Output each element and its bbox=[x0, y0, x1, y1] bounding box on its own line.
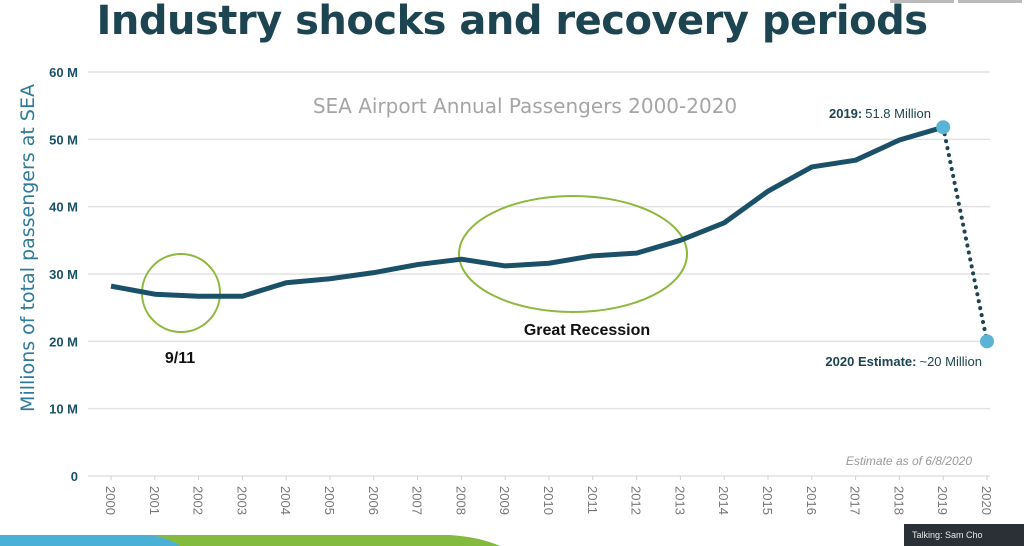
x-tick-label: 2013 bbox=[672, 486, 687, 515]
label-2020: 2020 Estimate: ~20 Million bbox=[825, 354, 982, 369]
x-tick-label: 2017 bbox=[848, 486, 863, 515]
passenger-line bbox=[110, 124, 944, 299]
y-tick-label: 0 bbox=[71, 469, 78, 484]
estimate-dotted-line bbox=[941, 125, 989, 344]
y-tick-label: 20 M bbox=[49, 334, 78, 349]
x-tick-label: 2005 bbox=[322, 486, 337, 515]
label-2019-value: 51.8 Million bbox=[865, 106, 931, 121]
x-tick-label: 2003 bbox=[234, 486, 249, 515]
y-tick-label: 50 M bbox=[49, 132, 78, 147]
label-2019: 2019: 51.8 Million bbox=[829, 106, 931, 121]
y-tick-label: 60 M bbox=[49, 65, 78, 80]
point-2020 bbox=[980, 334, 994, 349]
label-2020-value: ~20 Million bbox=[919, 354, 982, 369]
window-control bbox=[958, 0, 1022, 3]
y-axis-label: Millions of total passengers at SEA bbox=[17, 84, 39, 412]
slide-title: Industry shocks and recovery periods bbox=[96, 0, 928, 44]
talking-indicator: Talking: Sam Cho bbox=[904, 524, 1024, 546]
x-tick-label: 2019 bbox=[935, 486, 950, 515]
x-tick-label: 2020 bbox=[979, 486, 994, 515]
x-tick-label: 2014 bbox=[716, 486, 731, 515]
window-control bbox=[890, 0, 954, 3]
recession-label: Great Recession bbox=[524, 322, 650, 339]
x-tick-label: 2018 bbox=[891, 486, 906, 515]
y-tick-label: 40 M bbox=[49, 200, 78, 215]
point-2019 bbox=[936, 120, 951, 135]
x-tick-label: 2001 bbox=[147, 486, 162, 515]
label-2019-year: 2019: bbox=[829, 106, 862, 121]
x-tick-label: 2006 bbox=[366, 486, 381, 515]
x-tick-label: 2015 bbox=[760, 486, 775, 515]
x-tick-label: 2008 bbox=[453, 486, 468, 515]
label-2020-year: 2020 Estimate: bbox=[825, 354, 916, 369]
x-tick-label: 2011 bbox=[585, 486, 600, 514]
footnote: Estimate as of 6/8/2020 bbox=[846, 454, 972, 468]
x-tick-label: 2016 bbox=[804, 486, 819, 515]
y-tick-label: 30 M bbox=[49, 267, 78, 282]
x-tick-label: 2009 bbox=[497, 486, 512, 515]
x-tick-label: 2002 bbox=[191, 486, 206, 515]
footer-blue-band bbox=[0, 535, 200, 546]
x-tick-label: 2010 bbox=[541, 486, 556, 515]
recession-highlight-circle bbox=[458, 195, 688, 313]
x-tick-label: 2007 bbox=[410, 486, 425, 515]
911-label: 9/11 bbox=[165, 350, 195, 367]
x-tick-label: 2012 bbox=[629, 486, 644, 515]
y-tick-label: 10 M bbox=[49, 402, 78, 417]
chart-title: SEA Airport Annual Passengers 2000-2020 bbox=[313, 94, 737, 118]
footer-green-band bbox=[150, 535, 500, 546]
x-tick-label: 2000 bbox=[103, 486, 118, 515]
x-tick-label: 2004 bbox=[278, 486, 293, 515]
